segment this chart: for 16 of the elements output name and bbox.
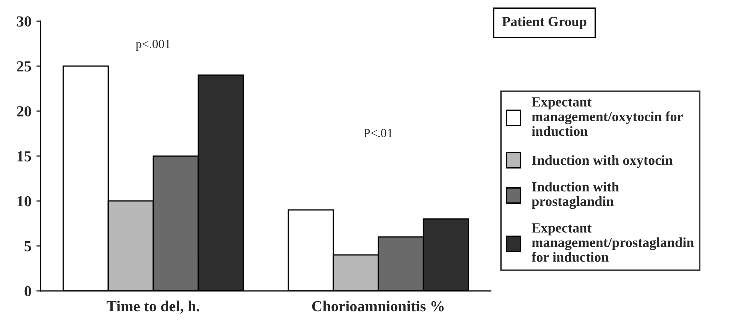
legend-label: Induction with prostaglandin	[532, 182, 620, 210]
annotation: p<.001	[136, 40, 170, 52]
y-tick-label: 5	[24, 242, 32, 252]
legend-label: Expectant management/prostaglandin for induction	[532, 224, 694, 262]
y-tick-label: 30	[17, 16, 32, 27]
x-tick-label: Time to del, h.	[106, 300, 200, 314]
x-tick-label: Chorioamnionitis %	[312, 300, 444, 312]
y-tick-label: 10	[18, 196, 32, 207]
legend-label: Expectant management/oxytocin for induction	[532, 98, 684, 136]
annotation: P<.01	[364, 129, 393, 138]
legend-title: Patient Group	[502, 16, 587, 30]
y-tick-label: 20	[17, 106, 32, 117]
legend-label: Induction with oxytocin	[532, 155, 673, 168]
y-tick-label: 0	[24, 286, 32, 297]
y-tick-label: 25	[17, 62, 32, 72]
y-tick-label: 15	[18, 151, 32, 162]
